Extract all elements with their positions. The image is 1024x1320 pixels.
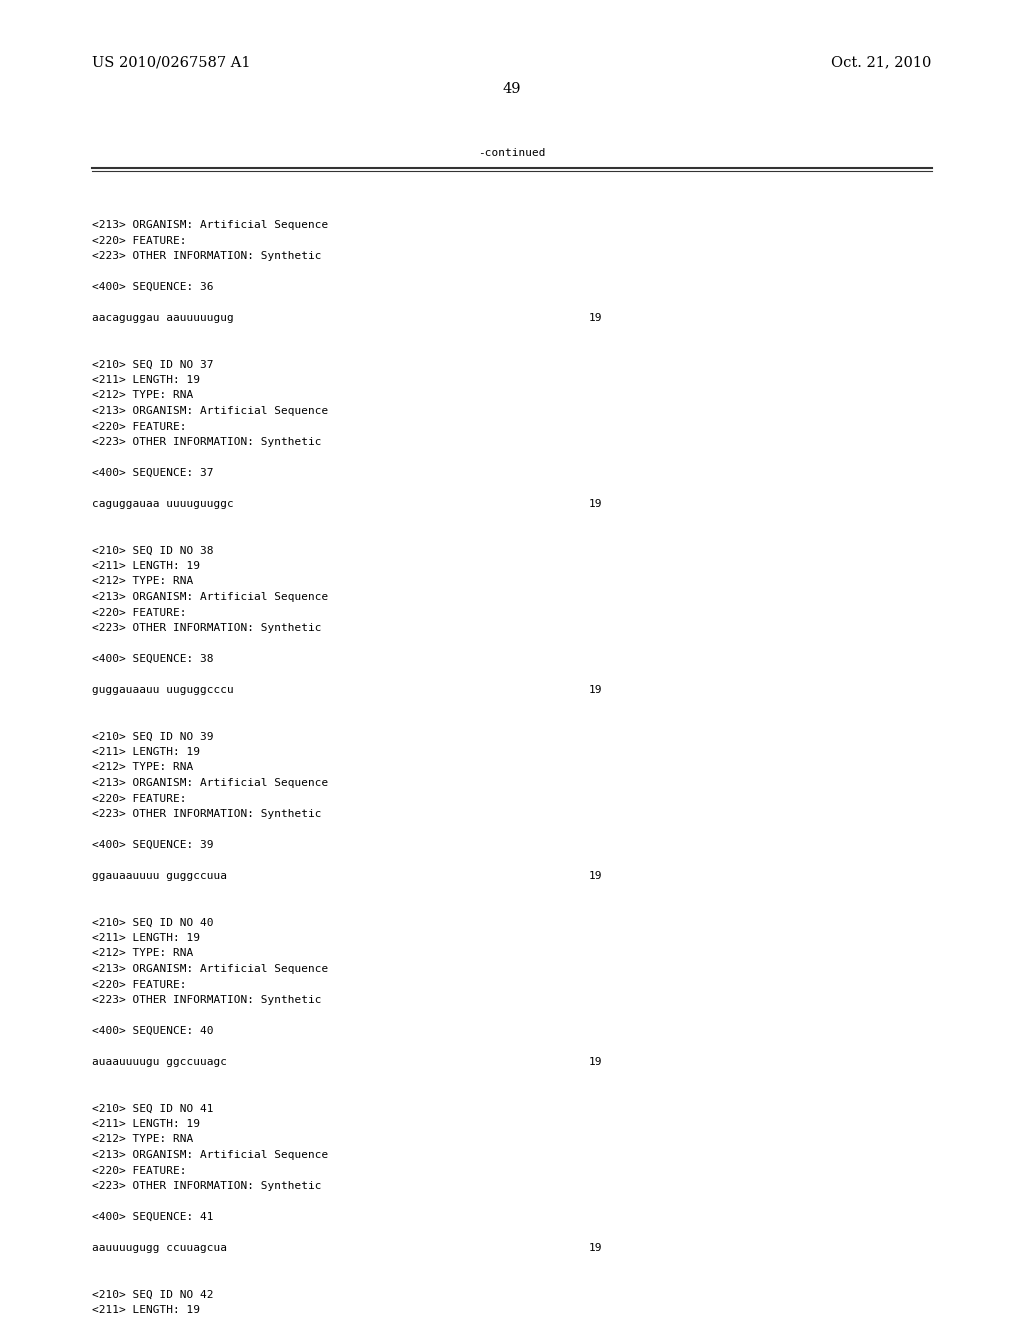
Text: 19: 19 xyxy=(589,499,602,510)
Text: <211> LENGTH: 19: <211> LENGTH: 19 xyxy=(92,375,200,385)
Text: <212> TYPE: RNA: <212> TYPE: RNA xyxy=(92,1134,194,1144)
Text: 19: 19 xyxy=(589,685,602,696)
Text: <220> FEATURE:: <220> FEATURE: xyxy=(92,235,186,246)
Text: <210> SEQ ID NO 39: <210> SEQ ID NO 39 xyxy=(92,731,214,742)
Text: US 2010/0267587 A1: US 2010/0267587 A1 xyxy=(92,55,251,69)
Text: <210> SEQ ID NO 41: <210> SEQ ID NO 41 xyxy=(92,1104,214,1114)
Text: -continued: -continued xyxy=(478,148,546,158)
Text: <400> SEQUENCE: 38: <400> SEQUENCE: 38 xyxy=(92,653,214,664)
Text: <211> LENGTH: 19: <211> LENGTH: 19 xyxy=(92,1305,200,1315)
Text: <220> FEATURE:: <220> FEATURE: xyxy=(92,421,186,432)
Text: guggauaauu uuguggcccu: guggauaauu uuguggcccu xyxy=(92,685,233,696)
Text: <213> ORGANISM: Artificial Sequence: <213> ORGANISM: Artificial Sequence xyxy=(92,220,329,230)
Text: <213> ORGANISM: Artificial Sequence: <213> ORGANISM: Artificial Sequence xyxy=(92,964,329,974)
Text: <223> OTHER INFORMATION: Synthetic: <223> OTHER INFORMATION: Synthetic xyxy=(92,623,322,634)
Text: <212> TYPE: RNA: <212> TYPE: RNA xyxy=(92,949,194,958)
Text: ggauaauuuu guggccuua: ggauaauuuu guggccuua xyxy=(92,871,227,880)
Text: auaauuuugu ggccuuagc: auaauuuugu ggccuuagc xyxy=(92,1057,227,1067)
Text: 19: 19 xyxy=(589,871,602,880)
Text: <223> OTHER INFORMATION: Synthetic: <223> OTHER INFORMATION: Synthetic xyxy=(92,995,322,1005)
Text: <213> ORGANISM: Artificial Sequence: <213> ORGANISM: Artificial Sequence xyxy=(92,591,329,602)
Text: <210> SEQ ID NO 42: <210> SEQ ID NO 42 xyxy=(92,1290,214,1299)
Text: <220> FEATURE:: <220> FEATURE: xyxy=(92,979,186,990)
Text: <220> FEATURE:: <220> FEATURE: xyxy=(92,793,186,804)
Text: <400> SEQUENCE: 37: <400> SEQUENCE: 37 xyxy=(92,469,214,478)
Text: <210> SEQ ID NO 38: <210> SEQ ID NO 38 xyxy=(92,545,214,556)
Text: <210> SEQ ID NO 40: <210> SEQ ID NO 40 xyxy=(92,917,214,928)
Text: <210> SEQ ID NO 37: <210> SEQ ID NO 37 xyxy=(92,359,214,370)
Text: Oct. 21, 2010: Oct. 21, 2010 xyxy=(831,55,932,69)
Text: <223> OTHER INFORMATION: Synthetic: <223> OTHER INFORMATION: Synthetic xyxy=(92,251,322,261)
Text: 19: 19 xyxy=(589,1243,602,1253)
Text: <211> LENGTH: 19: <211> LENGTH: 19 xyxy=(92,561,200,572)
Text: <212> TYPE: RNA: <212> TYPE: RNA xyxy=(92,391,194,400)
Text: <400> SEQUENCE: 39: <400> SEQUENCE: 39 xyxy=(92,840,214,850)
Text: caguggauaa uuuuguuggc: caguggauaa uuuuguuggc xyxy=(92,499,233,510)
Text: <213> ORGANISM: Artificial Sequence: <213> ORGANISM: Artificial Sequence xyxy=(92,407,329,416)
Text: 19: 19 xyxy=(589,313,602,323)
Text: aauuuugugg ccuuagcua: aauuuugugg ccuuagcua xyxy=(92,1243,227,1253)
Text: <213> ORGANISM: Artificial Sequence: <213> ORGANISM: Artificial Sequence xyxy=(92,777,329,788)
Text: <212> TYPE: RNA: <212> TYPE: RNA xyxy=(92,763,194,772)
Text: aacaguggau aauuuuugug: aacaguggau aauuuuugug xyxy=(92,313,233,323)
Text: <220> FEATURE:: <220> FEATURE: xyxy=(92,1166,186,1176)
Text: <400> SEQUENCE: 36: <400> SEQUENCE: 36 xyxy=(92,282,214,292)
Text: <223> OTHER INFORMATION: Synthetic: <223> OTHER INFORMATION: Synthetic xyxy=(92,437,322,447)
Text: <400> SEQUENCE: 41: <400> SEQUENCE: 41 xyxy=(92,1212,214,1222)
Text: <211> LENGTH: 19: <211> LENGTH: 19 xyxy=(92,747,200,756)
Text: <400> SEQUENCE: 40: <400> SEQUENCE: 40 xyxy=(92,1026,214,1036)
Text: <223> OTHER INFORMATION: Synthetic: <223> OTHER INFORMATION: Synthetic xyxy=(92,1181,322,1191)
Text: <211> LENGTH: 19: <211> LENGTH: 19 xyxy=(92,1119,200,1129)
Text: <213> ORGANISM: Artificial Sequence: <213> ORGANISM: Artificial Sequence xyxy=(92,1150,329,1160)
Text: <212> TYPE: RNA: <212> TYPE: RNA xyxy=(92,577,194,586)
Text: <220> FEATURE:: <220> FEATURE: xyxy=(92,607,186,618)
Text: 19: 19 xyxy=(589,1057,602,1067)
Text: <223> OTHER INFORMATION: Synthetic: <223> OTHER INFORMATION: Synthetic xyxy=(92,809,322,818)
Text: 49: 49 xyxy=(503,82,521,96)
Text: <211> LENGTH: 19: <211> LENGTH: 19 xyxy=(92,933,200,942)
